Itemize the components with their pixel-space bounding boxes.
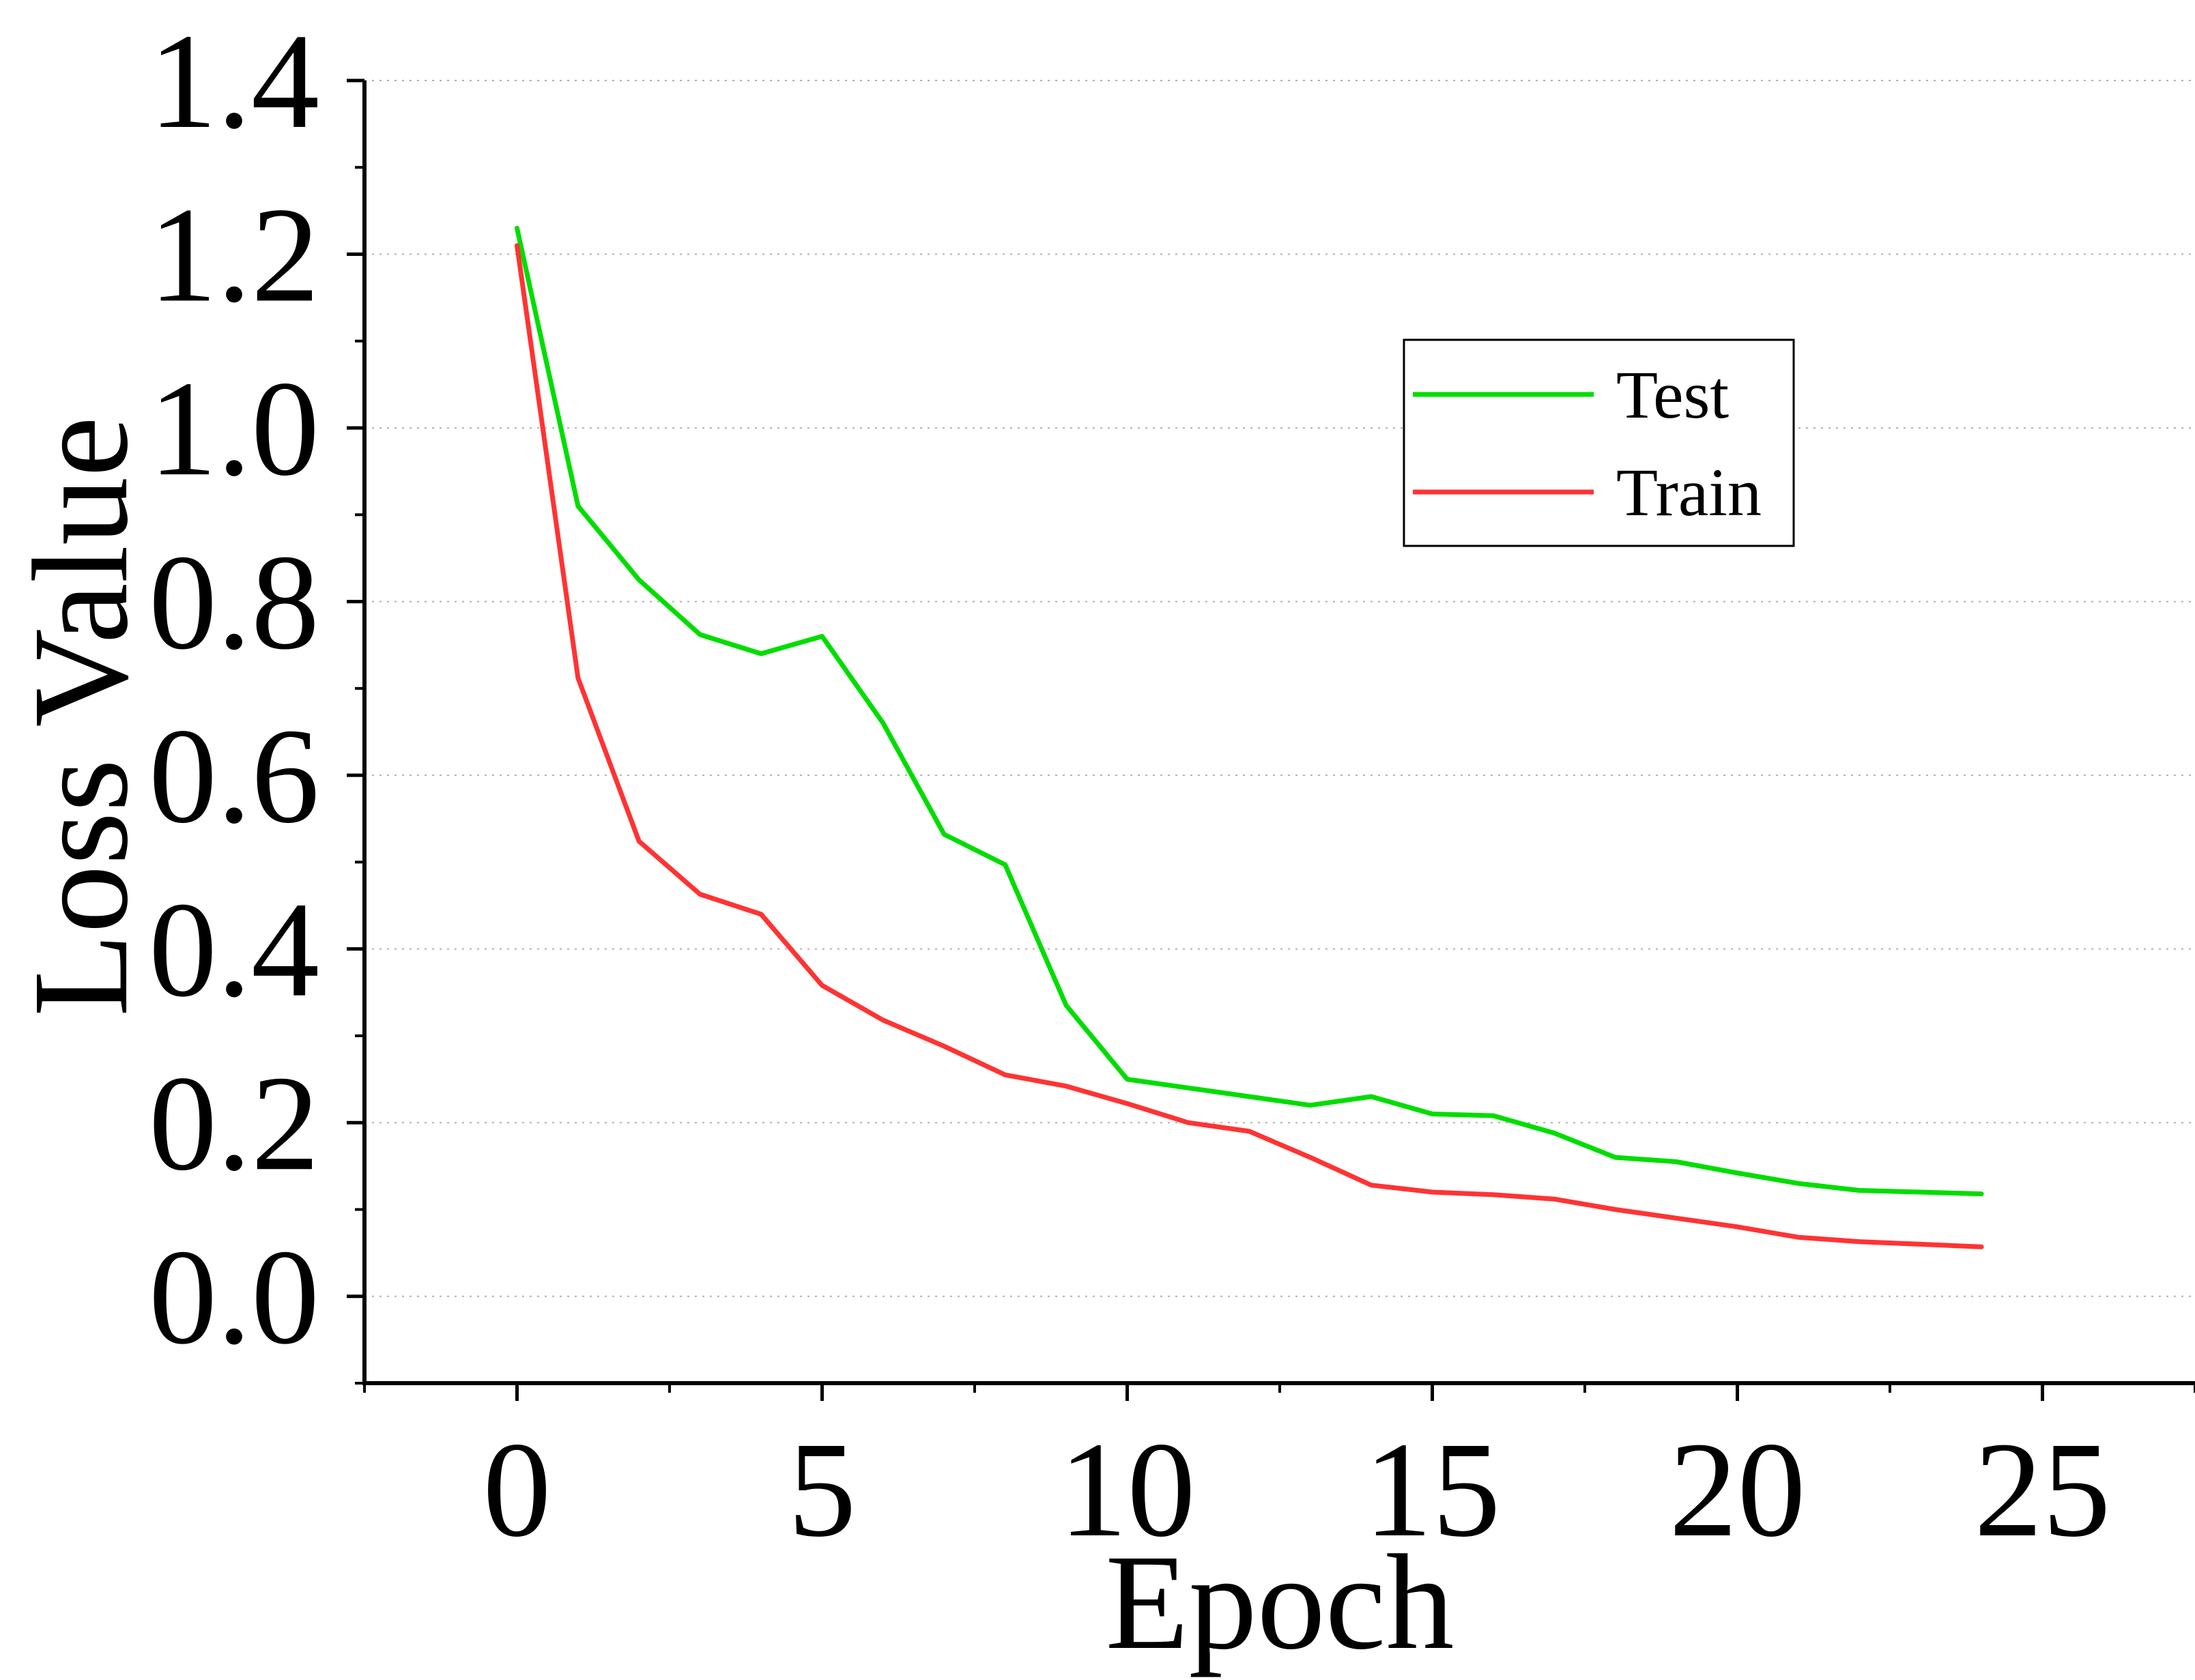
x-axis-title: Epoch	[1106, 1527, 1454, 1678]
y-tick-label-4: 0.8	[149, 527, 319, 678]
tick-labels: 0.0 0.2 0.4 0.6 0.8 1.0 1.2 1.4 0 5 10 15 20 25	[149, 6, 2111, 1565]
series-lines	[515, 225, 1984, 1249]
legend-box	[1403, 338, 1795, 547]
x-tick-label-2: 10	[1059, 1415, 1196, 1565]
x-tick-label-4: 20	[1669, 1415, 1806, 1565]
tick-marks	[347, 78, 2195, 1401]
y-tick-label-7: 1.4	[149, 6, 319, 157]
y-tick-label-1: 0.2	[149, 1048, 319, 1199]
legend-label-train: Train	[1616, 454, 1762, 530]
y-axis-title: Loss Value	[5, 416, 156, 1017]
x-tick-label-5: 25	[1975, 1415, 2111, 1565]
legend-label-test: Test	[1616, 357, 1729, 433]
y-tick-label-3: 0.6	[149, 701, 319, 852]
y-tick-label-0: 0.0	[149, 1222, 319, 1373]
x-tick-label-3: 15	[1364, 1415, 1501, 1565]
y-tick-label-6: 1.2	[149, 180, 319, 331]
x-tick-label-1: 5	[788, 1415, 857, 1565]
grid-lines	[364, 80, 2195, 1297]
axes	[362, 81, 2195, 1385]
series-line-train	[515, 243, 1984, 1249]
series-line-test	[515, 225, 1984, 1197]
y-tick-label-2: 0.4	[149, 875, 319, 1026]
y-tick-label-5: 1.0	[149, 353, 319, 504]
legend: Test Train	[1403, 338, 1795, 547]
x-tick-label-0: 0	[483, 1415, 551, 1565]
